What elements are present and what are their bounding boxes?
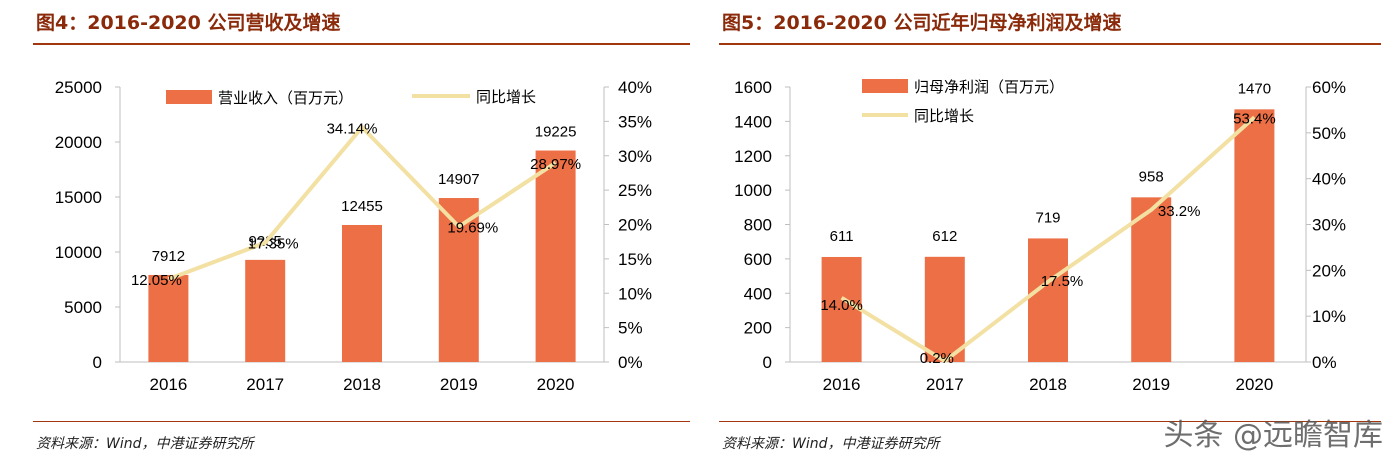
- bar-value-label: 19225: [535, 124, 577, 141]
- left-axis-tick-label: 400: [744, 284, 772, 303]
- figure-4-chart: 0 5000 10000 15000 20000 25000 0% 5% 10% 15% 20% 25…: [55, 78, 652, 394]
- figure-4-source-rule: [33, 421, 690, 422]
- figure-5-source-rule: [719, 421, 1381, 422]
- bar-2020: [535, 150, 576, 362]
- right-axis-tick-label: 0%: [618, 353, 643, 372]
- bar-value-label: 611: [830, 228, 854, 245]
- left-axis-tick-label: 10000: [55, 243, 102, 262]
- x-axis-tick-label: 2018: [343, 375, 381, 394]
- figure-5-title-rule: [719, 43, 1381, 45]
- right-axis-tick-label: 15%: [618, 250, 652, 269]
- legend-line-label: 同比增长: [476, 89, 536, 106]
- left-axis-tick-label: 0: [763, 353, 772, 372]
- right-axis-tick-label: 0%: [1312, 353, 1337, 372]
- bar-value-label: 14907: [438, 171, 480, 188]
- x-axis-tick-label: 2017: [246, 375, 284, 394]
- right-axis-tick-label: 10%: [1312, 307, 1346, 326]
- legend-bar-label: 归母净利润（百万元）: [914, 79, 1064, 96]
- bar-2020: [1234, 109, 1275, 362]
- right-axis-tick-label: 20%: [1312, 261, 1346, 280]
- bar-2019: [1131, 197, 1172, 362]
- legend-line-label: 同比增长: [914, 108, 974, 125]
- legend-bar-swatch: [166, 90, 212, 104]
- left-axis-tick-label: 600: [744, 250, 772, 269]
- line-value-label: 0.2%: [920, 350, 954, 367]
- figure-4-title: 图4：2016-2020 公司营收及增速: [36, 12, 341, 34]
- bar-value-label: 12455: [341, 198, 383, 215]
- line-value-label: 19.69%: [447, 220, 498, 237]
- x-axis-tick-label: 2020: [537, 375, 575, 394]
- line-value-label: 17.35%: [248, 236, 299, 253]
- x-axis-tick-label: 2019: [440, 375, 478, 394]
- growth-line: [167, 125, 557, 282]
- figure-4-title-rule: [33, 43, 690, 45]
- left-axis-tick-label: 15000: [55, 188, 102, 207]
- left-axis-tick-label: 25000: [55, 78, 102, 97]
- bar-value-label: 719: [1035, 209, 1060, 226]
- bar-2017: [245, 259, 286, 362]
- right-axis-tick-label: 30%: [1312, 216, 1346, 235]
- figure-4-source: 资料来源：Wind，中港证券研究所: [36, 436, 254, 452]
- right-axis-tick-label: 40%: [618, 78, 652, 97]
- bar-2017: [924, 256, 965, 362]
- right-axis-tick-label: 25%: [618, 181, 652, 200]
- figure-5-title: 图5：2016-2020 公司近年归母净利润及增速: [722, 12, 1122, 34]
- x-axis-tick-label: 2019: [1132, 375, 1170, 394]
- line-value-label: 34.14%: [327, 120, 378, 137]
- x-axis-tick-label: 2016: [149, 375, 187, 394]
- line-value-label: 53.4%: [1233, 110, 1276, 127]
- legend-bar-swatch: [862, 79, 908, 93]
- bar-value-label: 612: [932, 228, 957, 245]
- x-axis-tick-label: 2016: [823, 375, 861, 394]
- legend-bar-label: 营业收入（百万元）: [218, 90, 353, 107]
- figure-5-source: 资料来源：Wind，中港证券研究所: [722, 436, 940, 452]
- line-value-label: 33.2%: [1158, 203, 1201, 220]
- bar-value-label: 958: [1139, 168, 1164, 185]
- right-axis-tick-label: 40%: [1312, 170, 1346, 189]
- left-axis-tick-label: 5000: [64, 298, 102, 317]
- right-axis-tick-label: 35%: [618, 112, 652, 131]
- left-axis-tick-label: 200: [744, 319, 772, 338]
- left-axis-tick-label: 1000: [734, 181, 772, 200]
- left-axis-tick-label: 800: [744, 216, 772, 235]
- figure-5-panel: 图5：2016-2020 公司近年归母净利润及增速 0 200 400 600 800 1…: [716, 0, 1395, 461]
- left-axis-tick-label: 1600: [734, 78, 772, 97]
- x-axis-tick-label: 2017: [926, 375, 964, 394]
- left-axis-tick-label: 20000: [55, 133, 102, 152]
- line-value-label: 14.0%: [820, 297, 863, 314]
- left-axis-tick-label: 0: [93, 353, 102, 372]
- watermark: 头条 @远瞻智库: [1163, 418, 1383, 453]
- bar-2018: [342, 224, 382, 362]
- right-axis-tick-label: 60%: [1312, 78, 1346, 97]
- right-axis-tick-label: 50%: [1312, 124, 1346, 143]
- bar-value-label: 1470: [1238, 80, 1271, 97]
- right-axis-tick-label: 10%: [618, 284, 652, 303]
- right-axis-tick-label: 5%: [618, 319, 643, 338]
- left-axis-tick-label: 1200: [734, 147, 772, 166]
- bar-2016: [821, 256, 862, 362]
- bar-2016: [148, 274, 189, 362]
- right-axis-tick-label: 20%: [618, 216, 652, 235]
- right-axis-tick-label: 30%: [618, 147, 652, 166]
- bar-value-label: 7912: [152, 248, 185, 265]
- line-value-label: 28.97%: [530, 156, 581, 173]
- bar-2018: [1028, 238, 1068, 362]
- left-axis-tick-label: 1400: [734, 112, 772, 131]
- line-value-label: 17.5%: [1041, 273, 1084, 290]
- figure-4-panel: 图4：2016-2020 公司营收及增速 0 5000 10000 15000 2000…: [0, 0, 690, 461]
- x-axis-tick-label: 2018: [1029, 375, 1067, 394]
- figure-5-chart: 0 200 400 600 800 1000 1200 1400 1600 0% 10% 20% 30%…: [734, 78, 1346, 394]
- x-axis-tick-label: 2020: [1235, 375, 1273, 394]
- growth-line: [840, 115, 1256, 364]
- line-value-label: 12.05%: [131, 272, 182, 289]
